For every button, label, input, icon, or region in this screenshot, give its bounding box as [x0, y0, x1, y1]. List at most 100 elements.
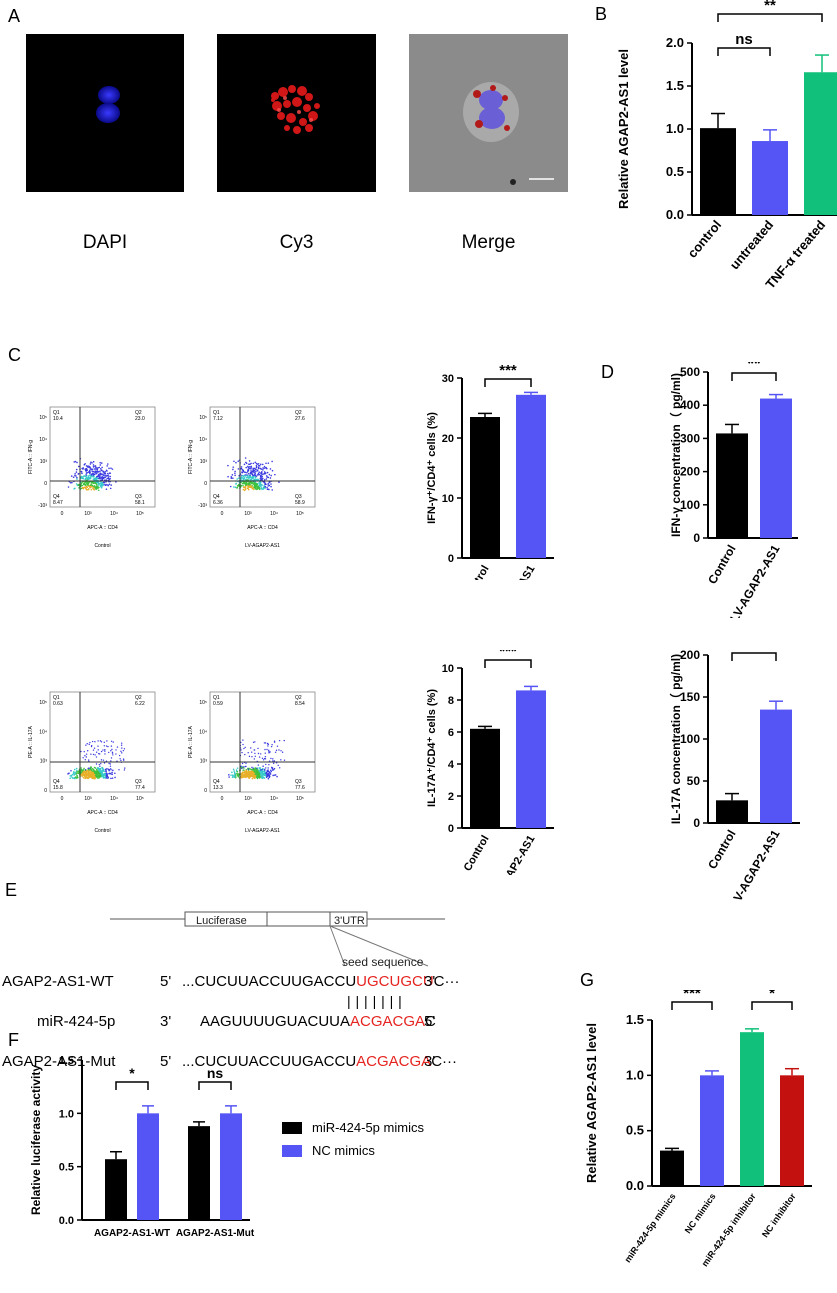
q4-value: 8.47	[53, 500, 63, 506]
q1-label: Q1	[213, 695, 220, 701]
flow-event	[262, 770, 265, 772]
flow-event	[258, 771, 260, 774]
flow-event	[101, 774, 104, 776]
q3-value: 58.9	[295, 500, 305, 506]
flow-event	[267, 773, 269, 775]
flow-event	[89, 767, 91, 769]
flow-event	[104, 768, 107, 771]
flow-event	[278, 749, 280, 751]
flow-event	[257, 773, 260, 776]
flow-event	[108, 762, 110, 765]
bar-0	[470, 417, 500, 558]
flow-event	[94, 477, 97, 479]
dapi-image	[26, 34, 184, 192]
flow-event	[272, 768, 275, 771]
flow-event	[100, 763, 102, 765]
flow-event	[97, 745, 99, 747]
flow-event	[271, 744, 273, 746]
flow-event	[85, 753, 88, 755]
x-tick-label: Control	[705, 828, 738, 872]
flow-event	[91, 740, 94, 743]
q1-value: 10.4	[53, 416, 63, 422]
flow-event	[265, 763, 267, 766]
flow-event	[262, 469, 264, 471]
dapi-caption: DAPI	[82, 232, 128, 253]
flow-y-axis-label: FITC-A :: IFN-g	[28, 440, 34, 474]
flow-event	[238, 485, 240, 487]
flow-event	[252, 741, 255, 744]
y-tick-label: 1.5	[59, 1055, 74, 1067]
flow-event	[269, 477, 272, 479]
flow-event	[94, 471, 96, 474]
flow-event	[263, 472, 265, 475]
flow-event	[247, 470, 249, 473]
flow-event	[257, 775, 259, 778]
flow-event	[245, 762, 247, 765]
flow-event	[242, 766, 245, 768]
x-tick-label: Control	[462, 564, 492, 581]
flow-event	[102, 759, 105, 761]
mir-seq-red: ACGACGA	[350, 1013, 426, 1030]
flow-event	[254, 487, 257, 490]
flow-event	[106, 740, 108, 742]
flow-event	[80, 767, 83, 769]
flow-event	[240, 477, 243, 480]
significance-bracket	[198, 1081, 232, 1090]
flow-event	[98, 486, 100, 489]
flow-event	[248, 467, 250, 470]
flow-event	[263, 768, 266, 771]
flow-event	[240, 484, 243, 487]
flow-event	[263, 742, 266, 744]
flow-event	[268, 763, 270, 766]
flow-event	[87, 768, 90, 771]
flow-event	[263, 772, 266, 775]
flow-event	[249, 768, 252, 770]
flow-event	[234, 776, 237, 779]
flow-event	[240, 479, 242, 481]
q2-value: 8.54	[295, 701, 305, 707]
flow-event	[89, 486, 91, 489]
flow-event	[84, 477, 87, 480]
flow-event	[261, 484, 263, 486]
flow-event	[260, 468, 263, 470]
wt-p3: 3'	[424, 973, 436, 990]
flow-event	[242, 470, 245, 472]
panel-f-letter: F	[8, 1030, 19, 1050]
flow-x-tick: 10³	[244, 511, 252, 517]
significance-label: ***	[499, 362, 517, 379]
flow-event	[266, 486, 268, 489]
flow-event	[256, 777, 259, 780]
y-tick-label: 0	[448, 823, 454, 835]
flow-event	[121, 747, 123, 749]
flow-event	[102, 477, 105, 479]
x-tick-label: LV-AGAP2-AS1	[488, 834, 538, 876]
flow-event	[85, 771, 88, 774]
y-tick-label: 500	[680, 365, 700, 379]
y-tick-label: 2.0	[666, 35, 684, 50]
flow-y-axis-label: FITC-A :: IFN-g	[188, 440, 194, 474]
flow-event	[85, 756, 88, 758]
q3-label: Q3	[295, 779, 302, 785]
flow-event	[274, 774, 277, 776]
flow-y-tick: 10⁴	[39, 729, 47, 735]
flow-event	[112, 741, 114, 743]
flow-event	[86, 774, 88, 776]
significance-bracket	[671, 1001, 713, 1010]
flow-event	[263, 471, 266, 473]
y-axis-label: Relative AGAP2-AS1 level	[616, 49, 631, 209]
bar-1	[516, 690, 546, 828]
flow-event	[83, 750, 85, 753]
significance-bracket	[115, 1081, 149, 1090]
flow-event	[106, 463, 109, 465]
x-tick-label: miR-424-5p mimics	[622, 1191, 677, 1264]
flow-event	[99, 771, 102, 774]
wt-name: AGAP2-AS1-WT	[2, 973, 114, 990]
flow-event	[231, 776, 234, 779]
flow-event	[278, 739, 281, 742]
flow-event	[105, 488, 108, 491]
flow-x-tick: 10⁵	[296, 511, 304, 517]
mir-sequence: AAGUUUUGUACUUAACGACGAC	[200, 1013, 436, 1030]
